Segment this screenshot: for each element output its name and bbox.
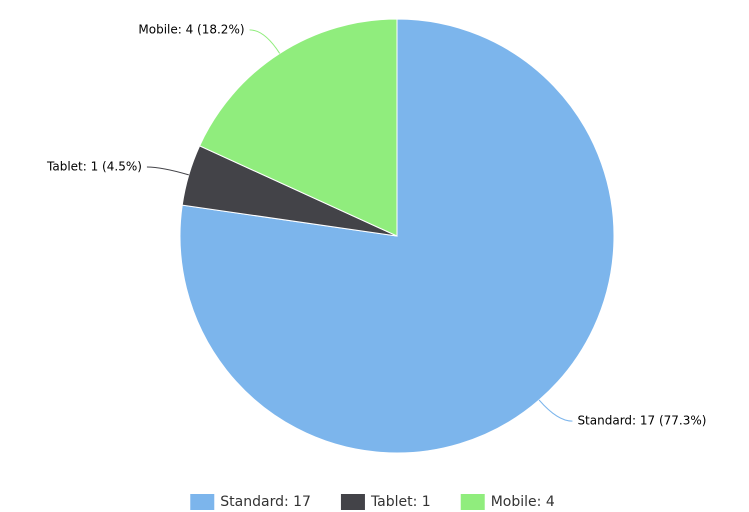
legend: Standard: 17 Tablet: 1 Mobile: 4 [190,494,555,510]
legend-label: Mobile: 4 [491,494,555,510]
legend-swatch [340,494,365,510]
data-label: Standard: 17 (77.3%) [577,414,706,428]
legend-swatch [190,494,215,510]
pie-slice [198,18,398,237]
legend-label: Tablet: 1 [370,494,431,510]
leader-line [538,399,573,422]
data-label: Mobile: 4 (18.2%) [138,22,244,36]
data-label: Tablet: 1 (4.5%) [46,159,142,173]
leader-line [249,29,281,54]
leader-line [146,166,189,176]
legend-swatch [460,494,485,510]
legend-label: Standard: 17 [220,494,311,510]
